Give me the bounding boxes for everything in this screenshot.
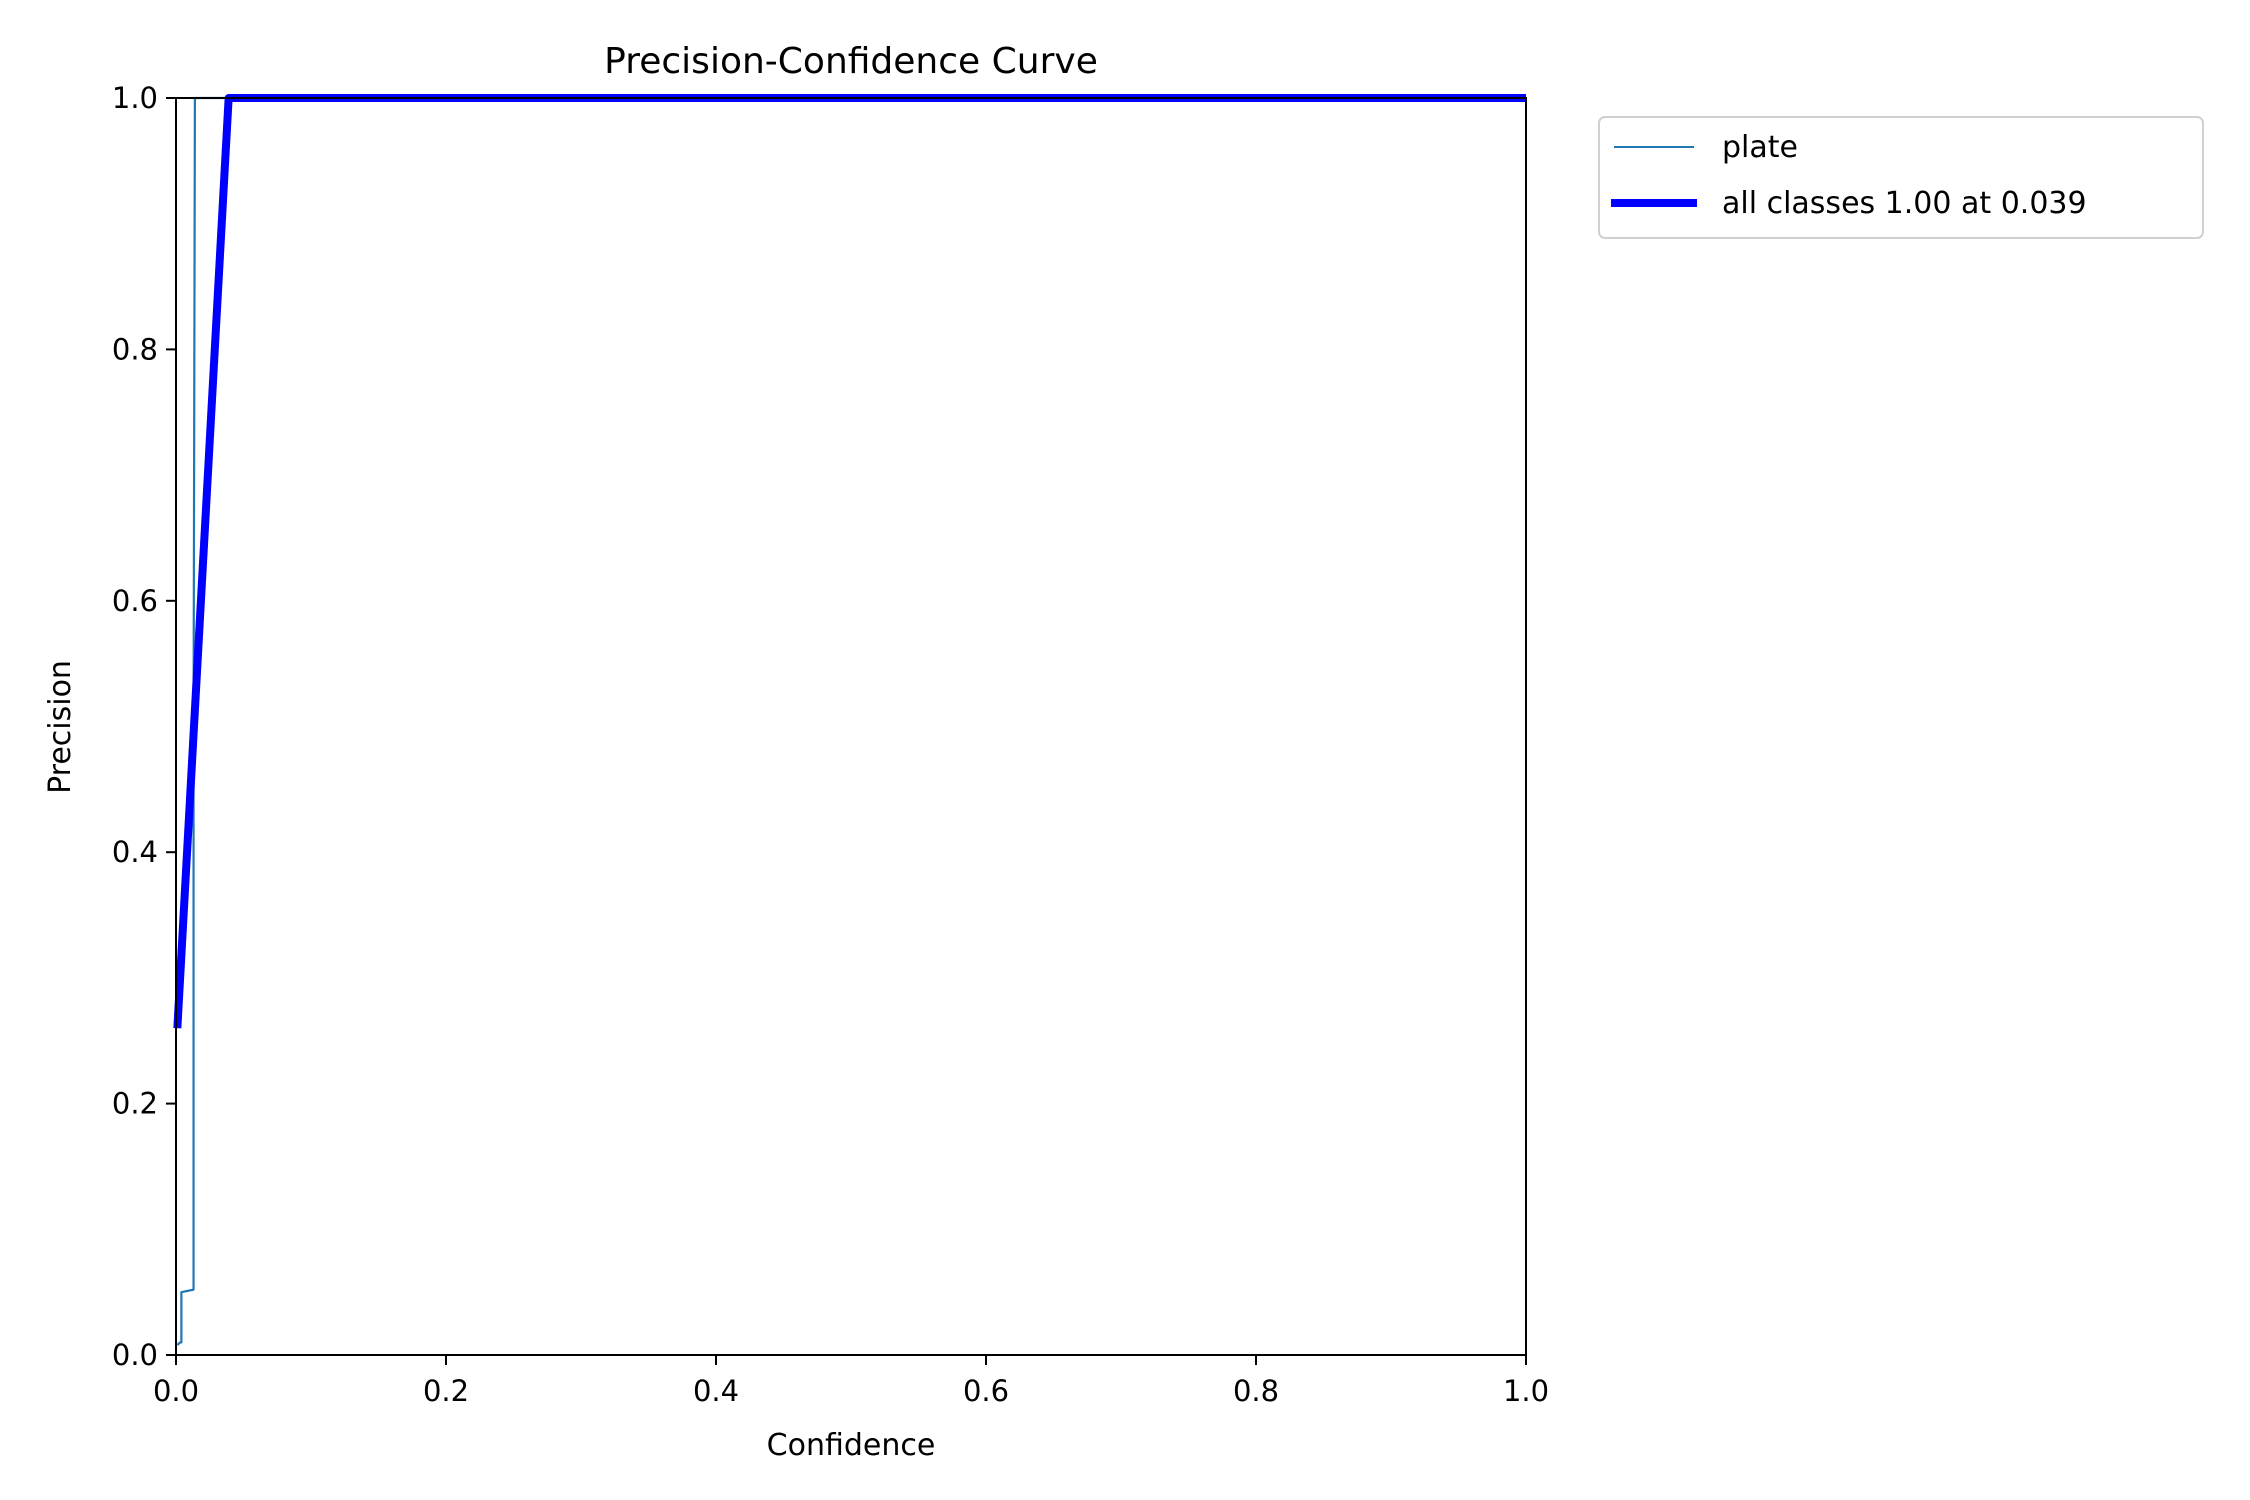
x-axis: 0.0 0.2 0.4 0.6 0.8 1.0 <box>153 1355 1549 1408</box>
x-tick-label: 0.2 <box>423 1374 469 1408</box>
x-tick-label: 0.0 <box>153 1374 199 1408</box>
x-tick-label: 0.4 <box>693 1374 739 1408</box>
y-axis: 0.0 0.2 0.4 0.6 0.8 1.0 <box>112 81 176 1372</box>
y-tick-label: 0.8 <box>112 332 158 366</box>
series-line-plate <box>176 96 1526 1346</box>
legend-box <box>1598 116 2204 239</box>
y-axis-label: Precision <box>43 660 78 794</box>
x-axis-label: Confidence <box>767 1428 936 1463</box>
x-tick-label: 0.8 <box>1233 1374 1279 1408</box>
legend-label-plate: plate <box>1722 130 1798 165</box>
y-tick-label: 0.6 <box>112 584 158 618</box>
y-tick-label: 0.4 <box>112 835 158 869</box>
series-line-all-classes <box>173 94 1526 1029</box>
x-tick-label: 0.6 <box>963 1374 1009 1408</box>
chart-title: Precision-Confidence Curve <box>604 41 1098 82</box>
y-tick-label: 1.0 <box>112 81 158 115</box>
legend: plate all classes 1.00 at 0.039 <box>1598 116 2204 239</box>
y-tick-label: 0.2 <box>112 1087 158 1121</box>
plot-area <box>173 94 1526 1346</box>
y-tick-label: 0.0 <box>112 1338 158 1372</box>
plot-frame <box>175 97 1527 1356</box>
x-tick-label: 1.0 <box>1503 1374 1549 1408</box>
legend-label-all-classes: all classes 1.00 at 0.039 <box>1722 186 2087 221</box>
